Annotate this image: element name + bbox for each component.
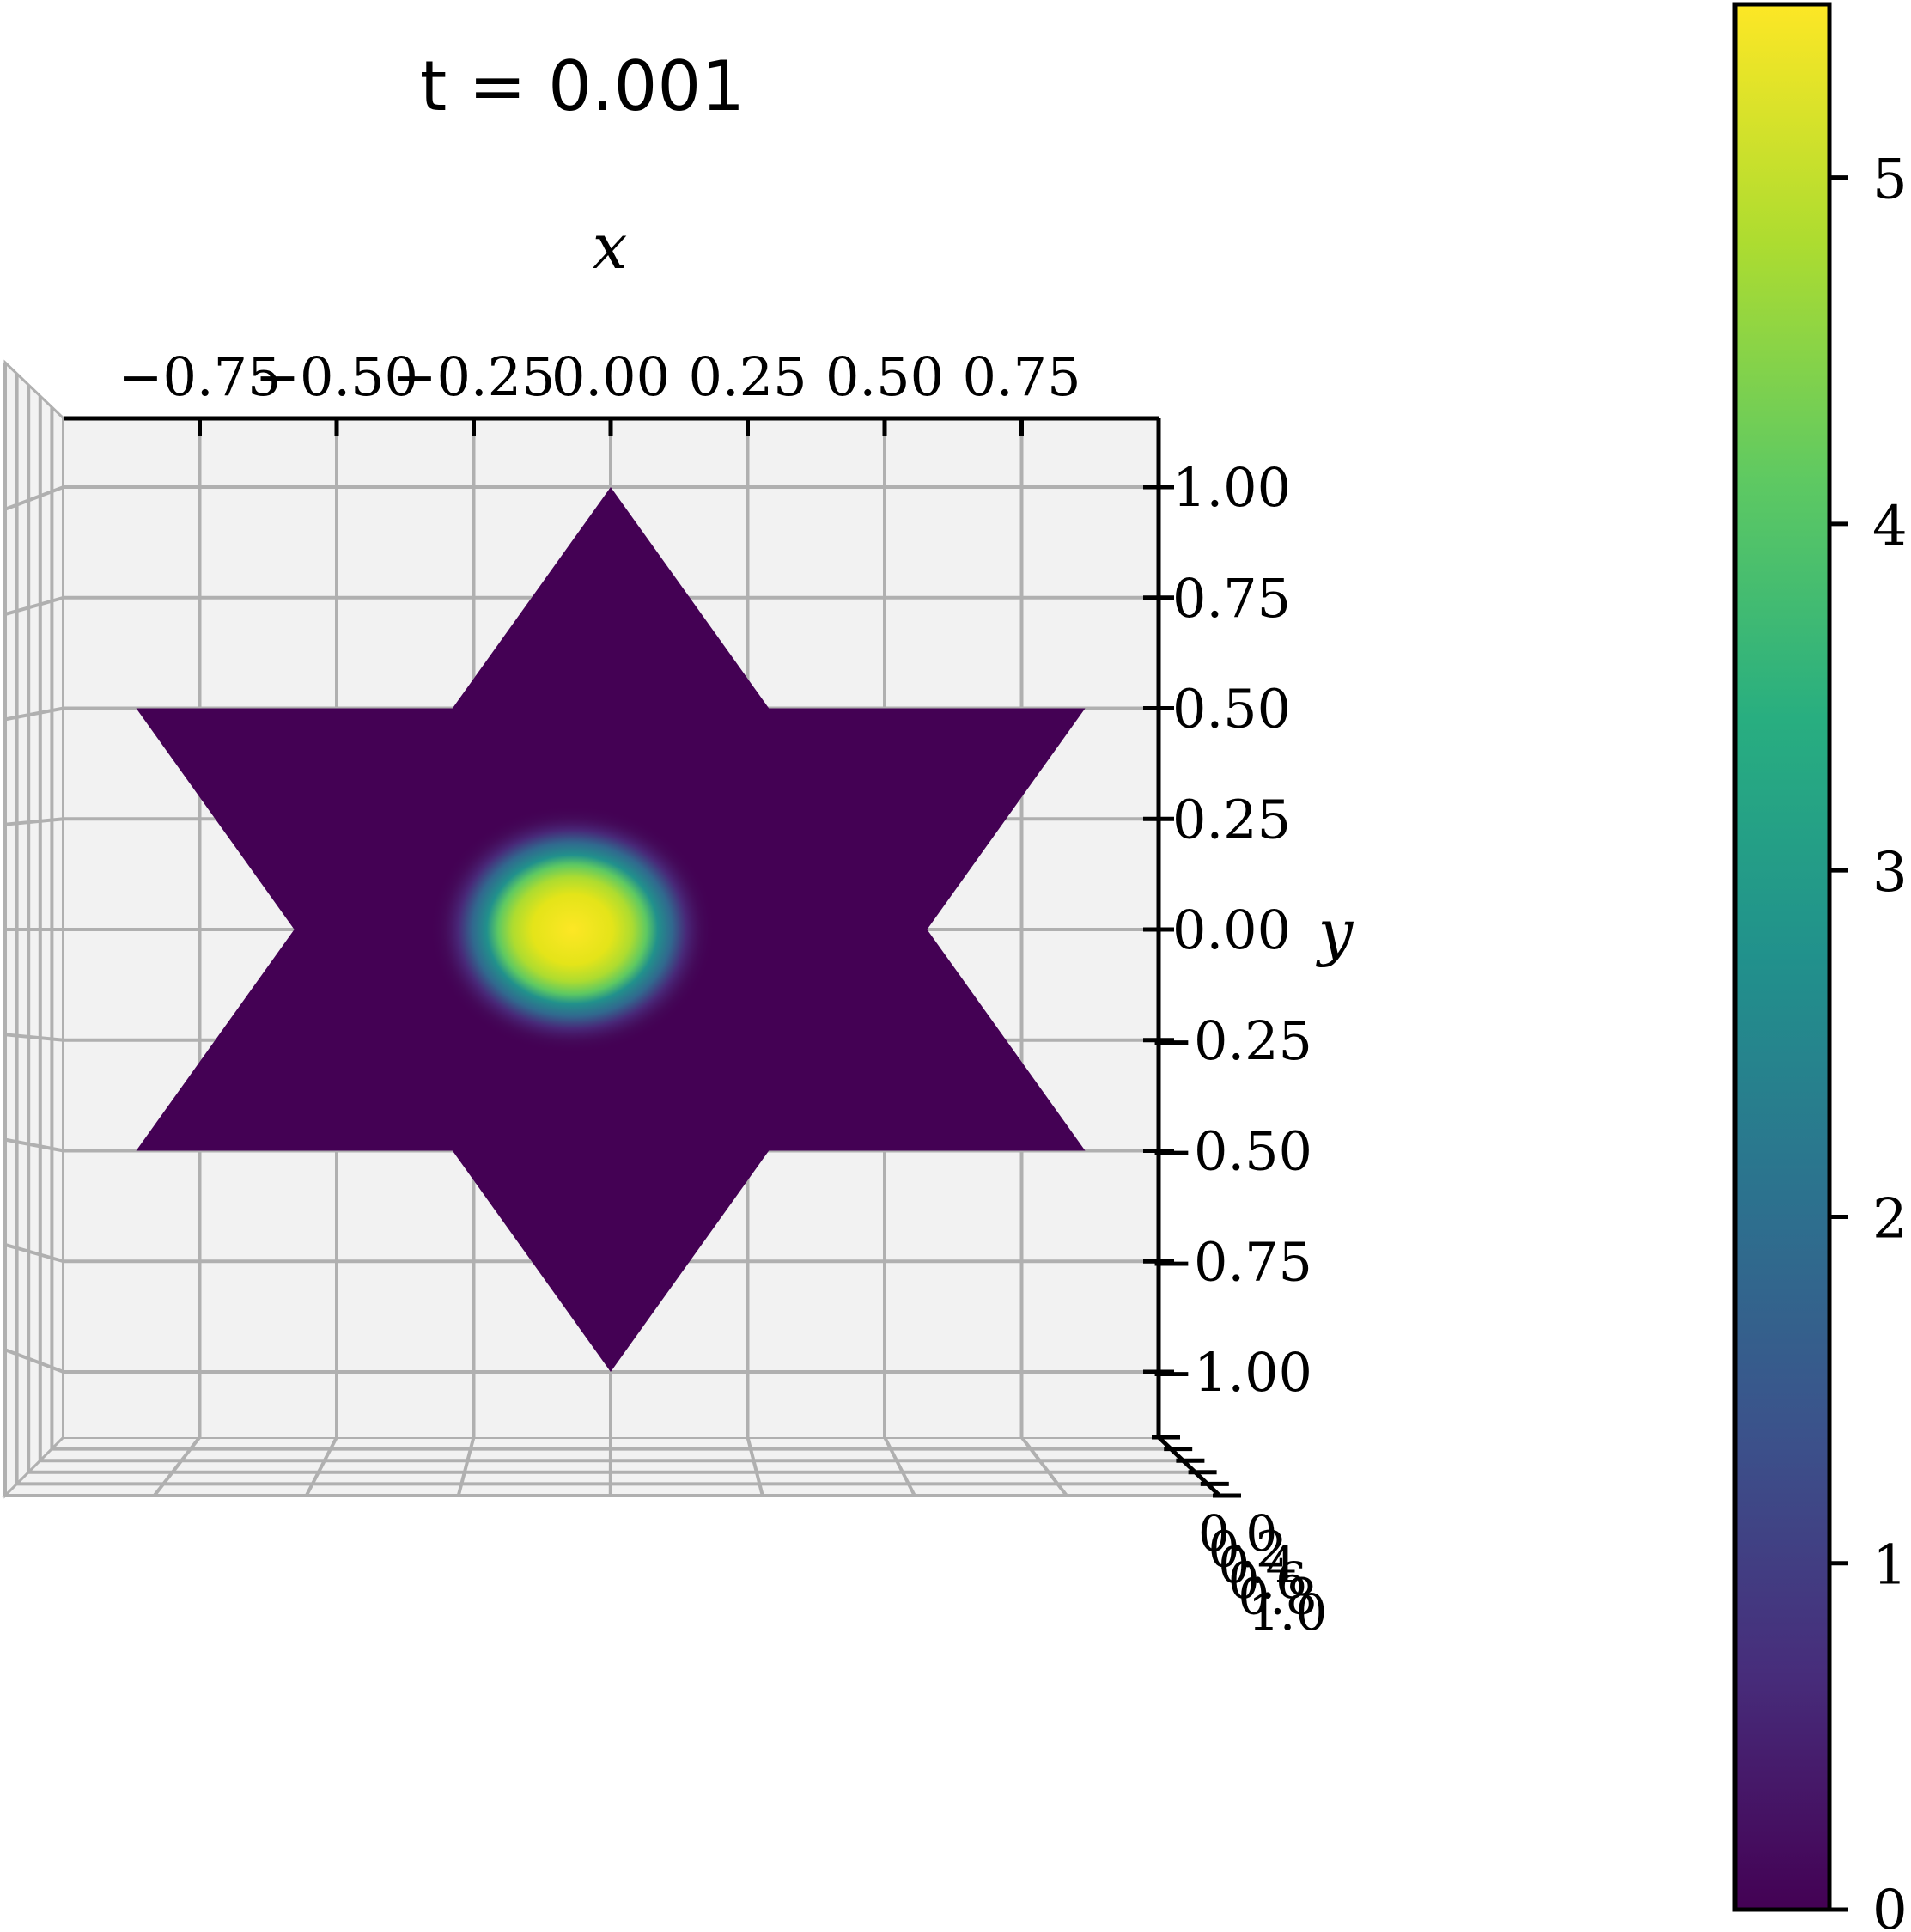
x-ticks: −0.75−0.50−0.250.00 0.25 0.50 0.75 (119, 345, 1081, 436)
side-grid-line (4, 1348, 64, 1374)
chart-title: t = 0.001 (420, 46, 745, 126)
side-grid-line (4, 817, 64, 826)
colorbar (1732, 2, 1832, 1912)
bottom-grid-line (456, 1436, 476, 1496)
side-grid-line (4, 1137, 64, 1153)
y-tick-label: 0.50 (1172, 678, 1291, 740)
x-tick-label: 0.25 (688, 345, 806, 408)
y-tick-label: 1.00 (1172, 456, 1291, 519)
x-axis-label: x (593, 210, 628, 283)
x-tick-label: −0.50 (255, 345, 418, 408)
y-tick-label: 0.75 (1172, 567, 1291, 630)
x-tick-label: 0.50 (825, 345, 944, 408)
colorbar-tick-label: 5 (1872, 149, 1908, 212)
y-tick-label: 0.25 (1172, 788, 1291, 850)
side-grid-line (4, 1243, 64, 1264)
z-tick-label: 0.8 (1238, 1568, 1317, 1626)
z-tick-label: 0.0 (1198, 1504, 1277, 1563)
bottom-grid-line (153, 1435, 202, 1497)
peak-blob (429, 805, 715, 1054)
z-tick-label: 1.0 (1248, 1583, 1327, 1642)
z-tick-label: 0.4 (1218, 1536, 1297, 1594)
x-tick-label: −0.25 (393, 345, 556, 408)
x-tick-label: −0.75 (119, 345, 282, 408)
bottom-grid-line (304, 1436, 338, 1496)
bottom-pane (2, 1435, 1223, 1497)
side-grid-line (4, 485, 64, 511)
y-tick-label: −0.50 (1149, 1120, 1312, 1183)
y-tick-label: −0.75 (1149, 1230, 1312, 1293)
y-ticks: 1.00 0.75 0.50 0.25 0.00 −0.25 −0.50 −0.75 −1.00 (1143, 456, 1312, 1404)
colorbar-tick-label: 1 (1872, 1534, 1908, 1598)
y-tick-label: 0.00 (1172, 899, 1291, 961)
colorbar-tick-label: 2 (1872, 1187, 1908, 1251)
y-tick-label: −1.00 (1149, 1341, 1312, 1404)
surface (136, 487, 1086, 1372)
side-grid-line (4, 706, 64, 722)
x-tick-label: 0.00 (551, 345, 670, 408)
side-grid-line (4, 595, 64, 616)
bottom-grid-line (746, 1436, 764, 1496)
colorbar-ticks: 0 1 2 3 4 5 (1829, 149, 1908, 1932)
bottom-grid-line (1019, 1435, 1068, 1497)
z-tick-label: 0.6 (1228, 1551, 1307, 1610)
side-grid-line (4, 1033, 64, 1042)
colorbar-tick-label: 0 (1872, 1879, 1908, 1932)
colorbar-tick-label: 4 (1872, 495, 1908, 558)
y-tick-label: −0.25 (1149, 1009, 1312, 1072)
z-tick-label: 0.2 (1208, 1520, 1287, 1578)
x-tick-label: 0.75 (962, 345, 1080, 408)
z-ticks: 0.00.20.40.60.81.0 (1152, 1435, 1327, 1642)
colorbar-tick-label: 3 (1872, 841, 1908, 905)
bottom-grid-line (883, 1436, 916, 1496)
y-axis-label: y (1316, 896, 1354, 968)
